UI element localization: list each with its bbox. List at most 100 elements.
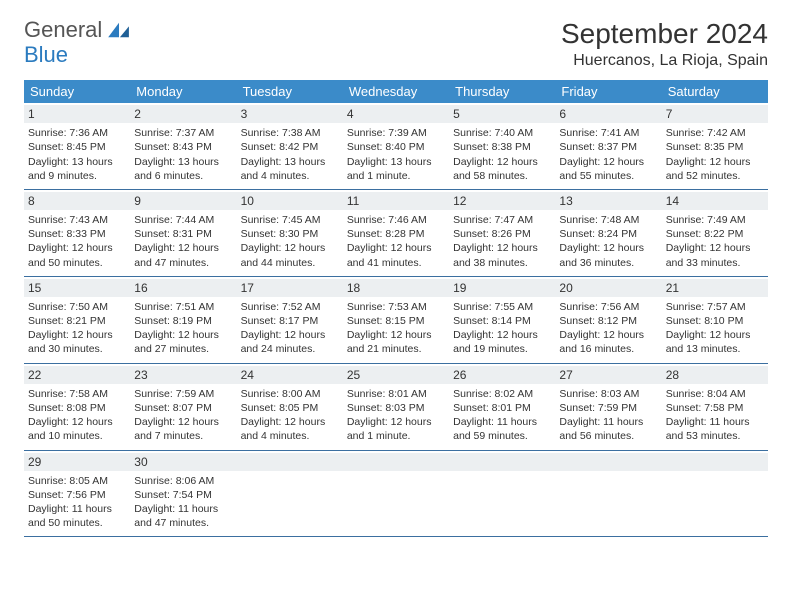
daylight-line: and 33 minutes.	[666, 256, 764, 270]
daylight-line: and 52 minutes.	[666, 169, 764, 183]
daylight-line: Daylight: 13 hours	[241, 155, 339, 169]
sunrise-line: Sunrise: 7:36 AM	[28, 126, 126, 140]
sunset-line: Sunset: 8:26 PM	[453, 227, 551, 241]
day-number: 3	[237, 105, 343, 123]
daylight-line: and 19 minutes.	[453, 342, 551, 356]
sunset-line: Sunset: 8:07 PM	[134, 401, 232, 415]
daylight-line: and 50 minutes.	[28, 256, 126, 270]
weekday-tuesday: Tuesday	[237, 80, 343, 103]
daylight-line: Daylight: 12 hours	[453, 241, 551, 255]
sunrise-line: Sunrise: 7:59 AM	[134, 387, 232, 401]
day-cell: 21Sunrise: 7:57 AMSunset: 8:10 PMDayligh…	[662, 277, 768, 363]
sunrise-line: Sunrise: 7:38 AM	[241, 126, 339, 140]
daylight-line: Daylight: 11 hours	[134, 502, 232, 516]
day-cell: 9Sunrise: 7:44 AMSunset: 8:31 PMDaylight…	[130, 190, 236, 276]
daylight-line: and 30 minutes.	[28, 342, 126, 356]
logo-text-general: General	[24, 17, 102, 42]
day-cell: 18Sunrise: 7:53 AMSunset: 8:15 PMDayligh…	[343, 277, 449, 363]
day-number: 7	[662, 105, 768, 123]
daylight-line: Daylight: 11 hours	[453, 415, 551, 429]
sunset-line: Sunset: 8:28 PM	[347, 227, 445, 241]
day-number: 16	[130, 279, 236, 297]
sunset-line: Sunset: 8:43 PM	[134, 140, 232, 154]
daylight-line: Daylight: 12 hours	[559, 328, 657, 342]
day-number: 9	[130, 192, 236, 210]
daylight-line: and 16 minutes.	[559, 342, 657, 356]
logo-text-blue: Blue	[24, 42, 68, 67]
day-empty	[662, 451, 768, 537]
sunset-line: Sunset: 8:17 PM	[241, 314, 339, 328]
day-cell: 19Sunrise: 7:55 AMSunset: 8:14 PMDayligh…	[449, 277, 555, 363]
sunrise-line: Sunrise: 7:45 AM	[241, 213, 339, 227]
sunset-line: Sunset: 8:38 PM	[453, 140, 551, 154]
day-cell: 8Sunrise: 7:43 AMSunset: 8:33 PMDaylight…	[24, 190, 130, 276]
sunrise-line: Sunrise: 7:50 AM	[28, 300, 126, 314]
weekday-monday: Monday	[130, 80, 236, 103]
day-cell: 30Sunrise: 8:06 AMSunset: 7:54 PMDayligh…	[130, 451, 236, 537]
daylight-line: Daylight: 12 hours	[453, 328, 551, 342]
day-cell: 2Sunrise: 7:37 AMSunset: 8:43 PMDaylight…	[130, 103, 236, 189]
header: GeneralBlue September 2024 Huercanos, La…	[24, 18, 768, 70]
day-empty	[343, 451, 449, 537]
daylight-line: Daylight: 12 hours	[134, 328, 232, 342]
sunset-line: Sunset: 8:15 PM	[347, 314, 445, 328]
sunrise-line: Sunrise: 7:48 AM	[559, 213, 657, 227]
daylight-line: and 47 minutes.	[134, 256, 232, 270]
day-number: 6	[555, 105, 661, 123]
sunset-line: Sunset: 7:59 PM	[559, 401, 657, 415]
sunset-line: Sunset: 8:12 PM	[559, 314, 657, 328]
sunrise-line: Sunrise: 7:39 AM	[347, 126, 445, 140]
month-title: September 2024	[561, 18, 768, 50]
day-number: 5	[449, 105, 555, 123]
day-number: 29	[24, 453, 130, 471]
sunrise-line: Sunrise: 8:01 AM	[347, 387, 445, 401]
day-cell: 16Sunrise: 7:51 AMSunset: 8:19 PMDayligh…	[130, 277, 236, 363]
day-number	[662, 453, 768, 471]
day-cell: 12Sunrise: 7:47 AMSunset: 8:26 PMDayligh…	[449, 190, 555, 276]
sunrise-line: Sunrise: 7:46 AM	[347, 213, 445, 227]
sunrise-line: Sunrise: 7:37 AM	[134, 126, 232, 140]
sunset-line: Sunset: 8:08 PM	[28, 401, 126, 415]
daylight-line: Daylight: 12 hours	[241, 415, 339, 429]
day-empty	[449, 451, 555, 537]
sunset-line: Sunset: 7:58 PM	[666, 401, 764, 415]
sunset-line: Sunset: 8:33 PM	[28, 227, 126, 241]
weeks-container: 1Sunrise: 7:36 AMSunset: 8:45 PMDaylight…	[24, 103, 768, 537]
day-number: 21	[662, 279, 768, 297]
day-cell: 26Sunrise: 8:02 AMSunset: 8:01 PMDayligh…	[449, 364, 555, 450]
week-row: 22Sunrise: 7:58 AMSunset: 8:08 PMDayligh…	[24, 364, 768, 451]
day-number: 10	[237, 192, 343, 210]
day-number: 18	[343, 279, 449, 297]
day-cell: 23Sunrise: 7:59 AMSunset: 8:07 PMDayligh…	[130, 364, 236, 450]
day-number: 30	[130, 453, 236, 471]
daylight-line: Daylight: 13 hours	[28, 155, 126, 169]
daylight-line: and 9 minutes.	[28, 169, 126, 183]
day-cell: 7 Sunrise: 7:42 AMSunset: 8:35 PMDaylight…	[662, 103, 768, 189]
day-cell: 20Sunrise: 7:56 AMSunset: 8:12 PMDayligh…	[555, 277, 661, 363]
day-number: 15	[24, 279, 130, 297]
sunrise-line: Sunrise: 7:42 AM	[666, 126, 764, 140]
sunset-line: Sunset: 8:37 PM	[559, 140, 657, 154]
daylight-line: Daylight: 12 hours	[666, 155, 764, 169]
weekday-sunday: Sunday	[24, 80, 130, 103]
sunset-line: Sunset: 7:56 PM	[28, 488, 126, 502]
sunset-line: Sunset: 8:35 PM	[666, 140, 764, 154]
daylight-line: and 1 minute.	[347, 169, 445, 183]
week-row: 29Sunrise: 8:05 AMSunset: 7:56 PMDayligh…	[24, 451, 768, 538]
day-number	[449, 453, 555, 471]
sunset-line: Sunset: 8:05 PM	[241, 401, 339, 415]
daylight-line: Daylight: 12 hours	[666, 328, 764, 342]
sunrise-line: Sunrise: 8:06 AM	[134, 474, 232, 488]
daylight-line: and 27 minutes.	[134, 342, 232, 356]
daylight-line: and 24 minutes.	[241, 342, 339, 356]
day-number: 25	[343, 366, 449, 384]
day-cell: 11Sunrise: 7:46 AMSunset: 8:28 PMDayligh…	[343, 190, 449, 276]
daylight-line: and 13 minutes.	[666, 342, 764, 356]
daylight-line: Daylight: 12 hours	[28, 241, 126, 255]
daylight-line: Daylight: 11 hours	[559, 415, 657, 429]
daylight-line: Daylight: 12 hours	[241, 241, 339, 255]
sunset-line: Sunset: 8:14 PM	[453, 314, 551, 328]
logo: GeneralBlue	[24, 18, 132, 66]
daylight-line: Daylight: 12 hours	[666, 241, 764, 255]
sunset-line: Sunset: 8:21 PM	[28, 314, 126, 328]
